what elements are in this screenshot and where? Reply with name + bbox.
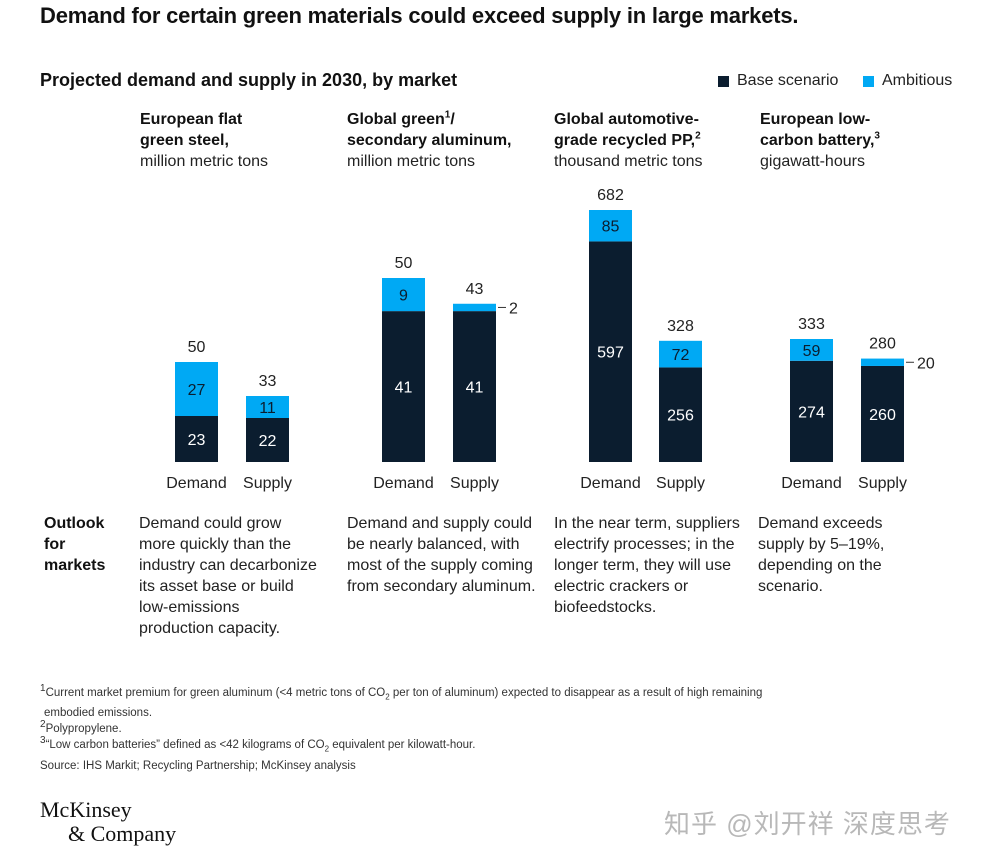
watermark: 知乎 @刘开祥 深度思考 <box>664 809 951 839</box>
legend-base-label: Base scenario <box>737 72 839 89</box>
bar-ambitious-battery-demand <box>790 339 833 361</box>
footnote-1-cont: embodied emissions. <box>44 707 153 720</box>
bar-ambitious-battery-supply <box>861 358 904 366</box>
label-ambitious-battery-supply: 20 <box>917 355 935 372</box>
label-ambitious-aluminum-demand: 9 <box>399 288 408 305</box>
logo-line1: McKinsey <box>40 797 132 822</box>
legend-ambitious-swatch <box>863 75 874 87</box>
category-label-battery-demand: Demand <box>781 475 841 492</box>
label-base-aluminum-supply: 41 <box>466 380 484 397</box>
label-ambitious-aluminum-supply: 2 <box>509 300 518 317</box>
panel-unit-steel: million metric tons <box>140 153 269 170</box>
bar-base-aluminum-supply <box>453 311 496 462</box>
bar-base-pp-supply <box>659 367 702 462</box>
category-label-battery-supply: Supply <box>858 475 907 492</box>
panel-title-steel-line1: European flat <box>140 111 243 128</box>
bar-ambitious-pp-supply <box>659 340 702 368</box>
panel-title-steel-line2: green steel, <box>140 132 229 149</box>
label-total-pp-supply: 328 <box>667 318 694 335</box>
label-base-steel-supply: 22 <box>259 433 277 450</box>
label-ambitious-steel-demand: 27 <box>188 382 206 399</box>
panel-unit-aluminum: million metric tons <box>347 153 476 170</box>
label-base-battery-supply: 260 <box>869 407 896 424</box>
category-label-steel-supply: Supply <box>243 475 292 492</box>
label-base-steel-demand: 23 <box>188 432 206 449</box>
bar-base-aluminum-demand <box>382 311 425 462</box>
panel-unit-pp: thousand metric tons <box>554 153 703 170</box>
legend-ambitious: Ambitious <box>863 72 952 90</box>
bar-ambitious-steel-supply <box>246 396 289 418</box>
bar-base-battery-demand <box>790 360 833 462</box>
panel-title-aluminum: Global green1/ secondary aluminum, milli… <box>347 109 512 172</box>
legend-ambitious-label: Ambitious <box>882 72 953 89</box>
headline: Demand for certain green materials could… <box>40 3 799 28</box>
category-label-aluminum-supply: Supply <box>450 475 499 492</box>
panel-title-battery-line1: European low- <box>760 111 871 128</box>
label-total-pp-demand: 682 <box>597 187 624 204</box>
bar-base-pp-demand <box>589 241 632 462</box>
category-label-aluminum-demand: Demand <box>373 475 433 492</box>
label-total-aluminum-supply: 43 <box>466 281 484 298</box>
stacked-bar-charts: 23 27 50 Demand 22 11 33 Supply 41 9 50 Demand 41 2 43… <box>166 187 935 492</box>
label-total-battery-supply: 280 <box>869 336 896 353</box>
panel-title-aluminum-line1: Global green1/ <box>347 109 455 128</box>
legend-base: Base scenario <box>718 72 838 90</box>
label-base-pp-supply: 256 <box>667 408 694 425</box>
label-total-steel-demand: 50 <box>188 339 206 356</box>
logo-line2: & Company <box>68 821 177 846</box>
label-ambitious-pp-demand: 85 <box>602 219 620 236</box>
footnotes: 1Current market premium for green alumin… <box>40 683 860 774</box>
label-ambitious-steel-supply: 11 <box>259 400 276 417</box>
bar-base-steel-demand <box>175 416 218 462</box>
panel-title-battery: European low- carbon battery,3 gigawatt-… <box>760 109 880 172</box>
panel-title-pp-line2: grade recycled PP,2 <box>554 130 701 149</box>
bar-ambitious-aluminum-demand <box>382 278 425 312</box>
mckinsey-logo: McKinsey & Company <box>40 798 176 846</box>
legend-base-swatch <box>718 75 729 87</box>
source-note: Source: IHS Markit; Recycling Partnershi… <box>40 759 356 772</box>
chart-subtitle: Projected demand and supply in 2030, by … <box>40 70 458 90</box>
panel-title-aluminum-line2: secondary aluminum, <box>347 132 512 149</box>
panel-title-steel: European flat green steel, million metri… <box>140 109 268 172</box>
footnote-2: 2Polypropylene. <box>40 719 122 736</box>
label-ambitious-battery-demand: 59 <box>803 343 821 360</box>
bar-ambitious-aluminum-supply <box>453 303 496 312</box>
footnote-3: 3“Low carbon batteries” defined as <42 k… <box>40 735 476 754</box>
outlook-text-pp: In the near term, suppliers electrify pr… <box>554 515 740 616</box>
panel-title-battery-line2: carbon battery,3 <box>760 130 880 149</box>
label-total-steel-supply: 33 <box>259 373 277 390</box>
bar-base-steel-supply <box>246 418 289 462</box>
panel-title-pp: Global automotive- grade recycled PP,2 t… <box>554 109 703 172</box>
label-base-pp-demand: 597 <box>597 345 624 362</box>
label-total-aluminum-demand: 50 <box>395 255 413 272</box>
outlook-text-steel: Demand could grow more quickly than the … <box>139 515 317 637</box>
outlook-text-aluminum: Demand and supply could be nearly balanc… <box>347 515 536 595</box>
footnote-1: 1Current market premium for green alumin… <box>40 683 763 702</box>
outlook-label: Outlook for markets <box>44 515 106 574</box>
bar-base-battery-supply <box>861 365 904 462</box>
label-base-battery-demand: 274 <box>798 404 825 421</box>
category-label-pp-demand: Demand <box>580 475 640 492</box>
panel-title-pp-line1: Global automotive- <box>554 111 699 128</box>
label-ambitious-pp-supply: 72 <box>672 347 690 364</box>
bar-ambitious-pp-demand <box>589 210 632 242</box>
category-label-steel-demand: Demand <box>166 475 226 492</box>
label-base-aluminum-demand: 41 <box>395 380 413 397</box>
category-label-pp-supply: Supply <box>656 475 705 492</box>
outlook-text-battery: Demand exceeds supply by 5–19%, dependin… <box>758 515 885 595</box>
panel-unit-battery: gigawatt-hours <box>760 153 865 170</box>
label-total-battery-demand: 333 <box>798 316 825 333</box>
bar-ambitious-steel-demand <box>175 362 218 416</box>
